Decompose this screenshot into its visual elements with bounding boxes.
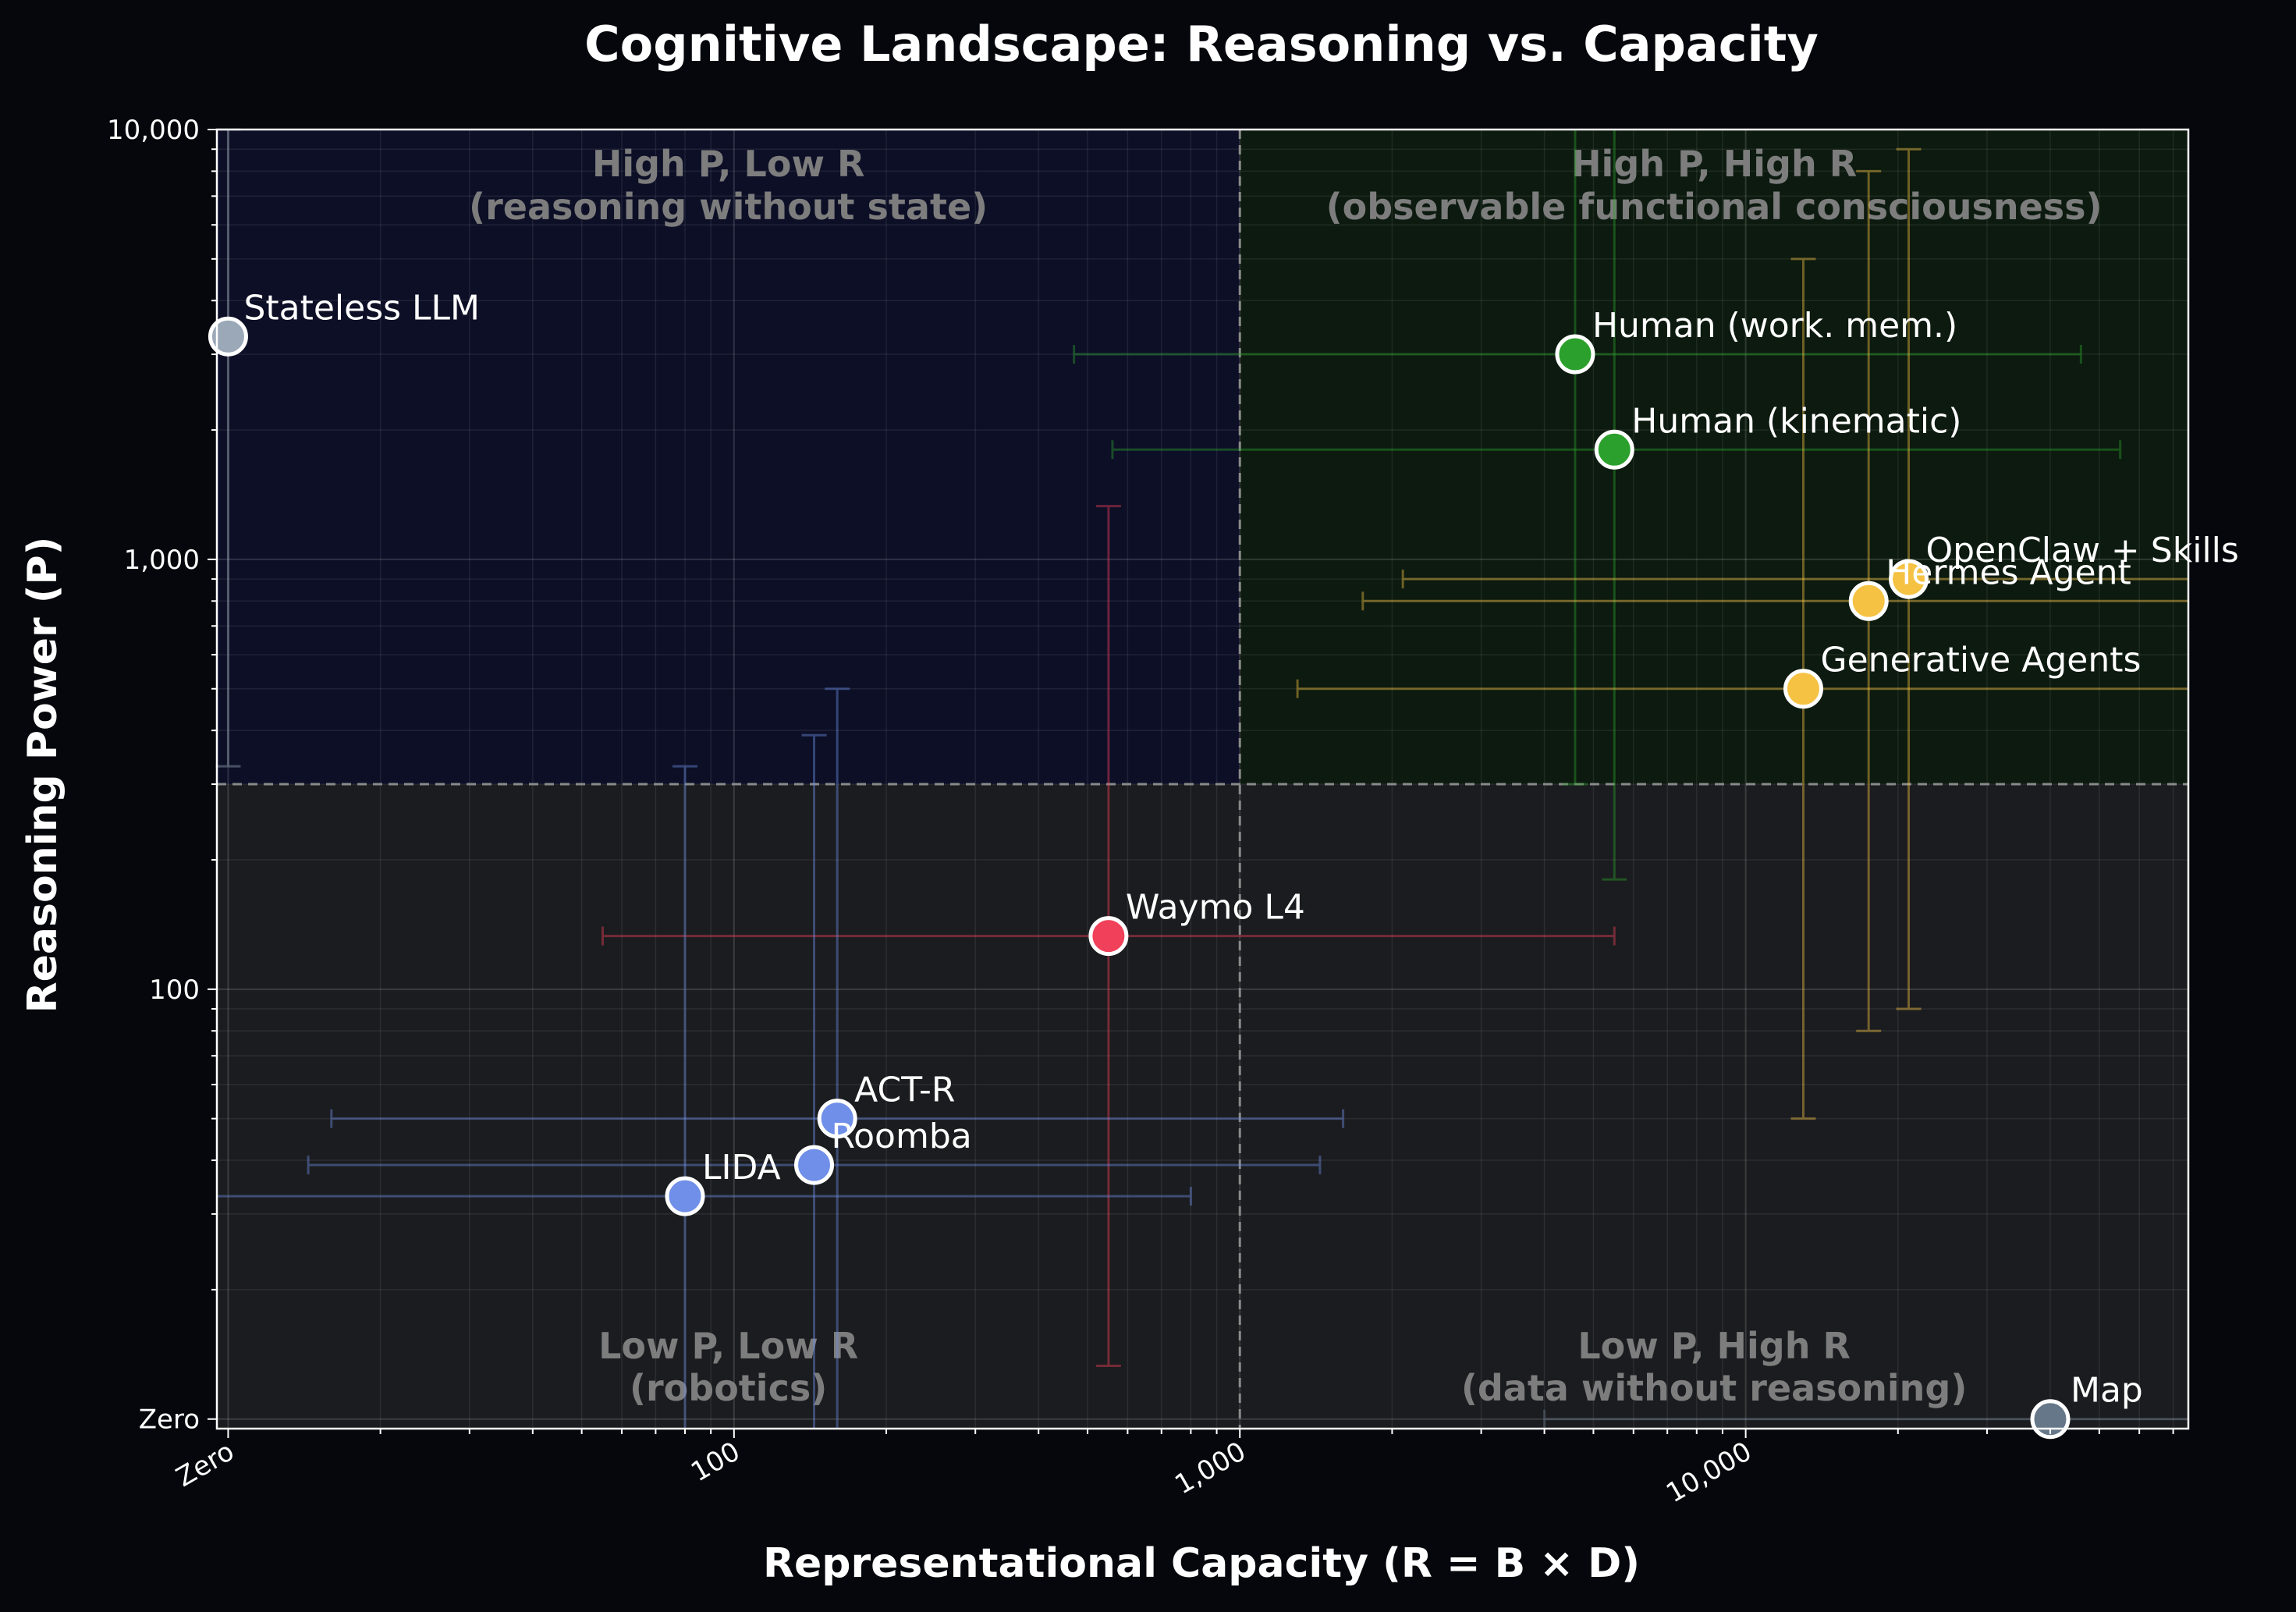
y-tick-label: 100: [149, 975, 200, 1006]
data-point: [665, 1176, 705, 1216]
data-point: [1555, 334, 1595, 375]
point-layer: Stateless LLM Human (work. mem.) Human (ki…: [208, 288, 2239, 1440]
chart-title: Cognitive Landscape: Reasoning vs. Capac…: [584, 16, 1819, 73]
point-label: Stateless LLM: [243, 288, 480, 328]
quadrant-label-subtitle: (reasoning without state): [469, 186, 988, 228]
point-label: Roomba: [832, 1117, 972, 1156]
quadrant-label-title: Low P, Low R: [598, 1325, 858, 1367]
point-label: Human (work. mem.): [1592, 306, 1957, 346]
data-point: [794, 1145, 835, 1185]
point-label: Generative Agents: [1820, 641, 2141, 680]
error-bar: [1543, 1409, 2188, 1429]
y-tick-label: Zero: [139, 1404, 200, 1436]
x-axis-label: Representational Capacity (R = B × D): [763, 1540, 1640, 1587]
y-axis-label: Reasoning Power (P): [20, 537, 66, 1014]
data-point: [1783, 669, 1823, 709]
quadrant-label-title: High P, Low R: [592, 143, 865, 185]
quadrant-label-subtitle: (robotics): [630, 1367, 827, 1409]
data-point: [1889, 559, 1929, 599]
point-label: LIDA: [702, 1148, 781, 1188]
point-label: OpenClaw + Skills: [1926, 531, 2239, 570]
data-point: [208, 316, 248, 357]
quadrant-layer: [217, 130, 2188, 1429]
data-point: [1848, 581, 1889, 621]
point-label: ACT-R: [854, 1071, 955, 1110]
quadrant-label-layer: High P, Low R(reasoning without state) Hi…: [469, 143, 2103, 1409]
quadrant-lp-hr: [1240, 783, 2188, 1429]
quadrant-label-subtitle: (observable functional consciousness): [1326, 186, 2103, 228]
y-tick-label: 1,000: [124, 545, 200, 576]
y-tick-label: 10,000: [107, 115, 200, 146]
data-point: [1088, 916, 1129, 957]
quadrant-hp-lr: [217, 130, 1240, 784]
quadrant-label-subtitle: (data without reasoning): [1461, 1367, 1968, 1409]
quadrant-hp-hr: [1240, 130, 2188, 784]
plot-frame: [215, 128, 2190, 1430]
quadrant-lp-lr: [217, 783, 1240, 1429]
point-label: Human (kinematic): [1631, 401, 1961, 441]
point-label: Map: [2071, 1371, 2143, 1411]
data-point: [1594, 429, 1634, 470]
threshold-layer: [217, 130, 2188, 1429]
quadrant-label-title: High P, High R: [1571, 143, 1857, 185]
point-label: Waymo L4: [1126, 888, 1305, 928]
data-point: [817, 1099, 857, 1139]
quadrant-label-title: Low P, High R: [1577, 1325, 1851, 1367]
point-label: Hermes Agent: [1886, 552, 2131, 592]
